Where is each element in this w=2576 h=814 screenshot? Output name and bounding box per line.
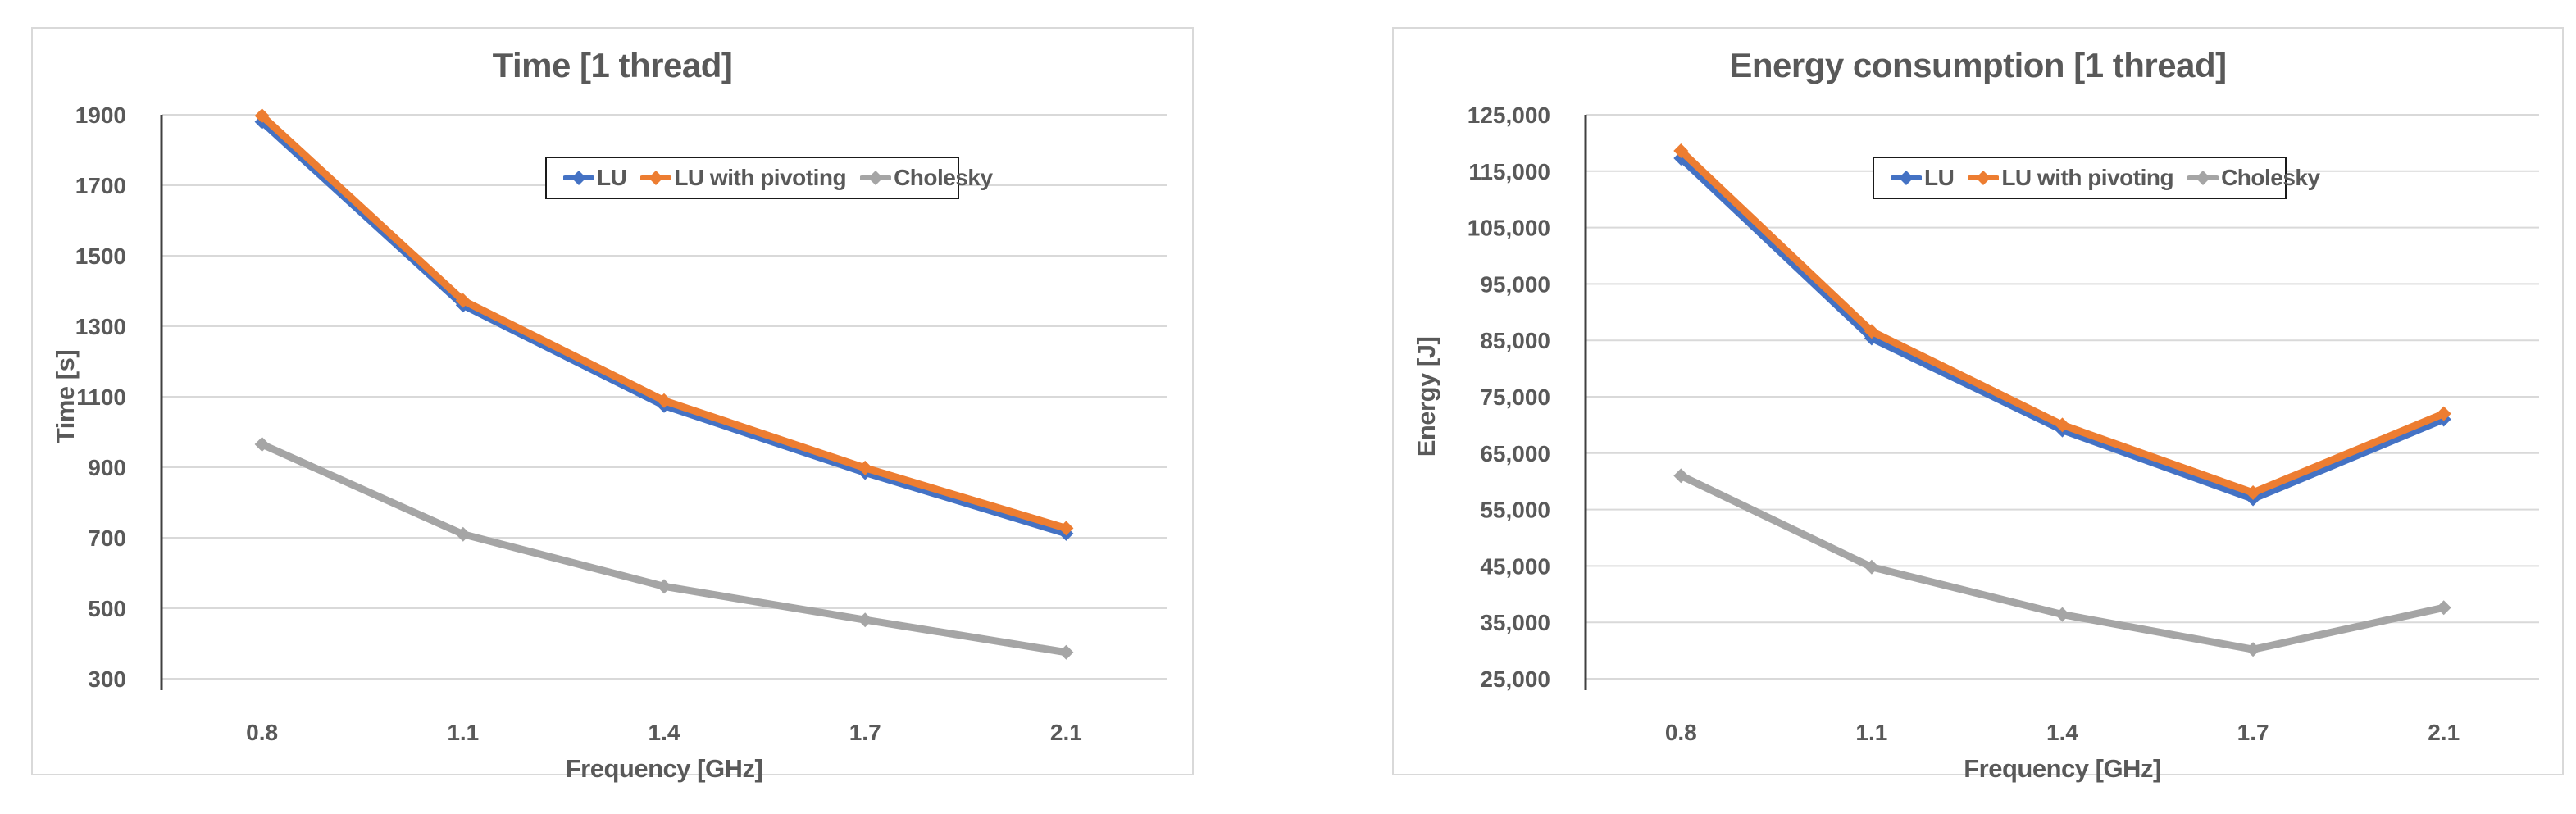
time-chart-panel: 300 500 700 900 1100 1300 1500 1700 1900 0.8 1.1 1.… bbox=[31, 27, 1194, 783]
series-marker bbox=[858, 460, 873, 475]
y-tick-label: 55,000 bbox=[1480, 498, 1550, 523]
y-tick-label: 125,000 bbox=[1468, 102, 1550, 128]
y-tick-label: 700 bbox=[88, 525, 126, 551]
x-tick-label: 1.7 bbox=[2237, 720, 2269, 745]
y-tick-label: 500 bbox=[88, 596, 126, 621]
cholesky-line-marker-icon bbox=[860, 171, 892, 185]
x-tick-label: 1.1 bbox=[447, 720, 479, 745]
legend-item-cholesky: Cholesky bbox=[860, 165, 993, 191]
x-axis-title: Frequency [GHz] bbox=[1964, 754, 2161, 783]
series-marker bbox=[1864, 559, 1879, 575]
x-tick-label: 1.7 bbox=[849, 720, 881, 745]
series-line-lu bbox=[1677, 154, 2448, 503]
series-marker bbox=[2246, 642, 2261, 657]
lu-line-marker-icon bbox=[1891, 171, 1922, 185]
chart-title: Time [1 thread] bbox=[492, 46, 733, 84]
y-tick-label: 1900 bbox=[75, 102, 126, 128]
y-tick-label: 75,000 bbox=[1480, 384, 1550, 410]
series-marker bbox=[254, 437, 270, 452]
energy-chart-panel: 25,000 35,000 45,000 55,000 65,000 75,000 85,0… bbox=[1392, 27, 2564, 783]
y-tick-label: 1500 bbox=[75, 243, 126, 269]
x-axis-title: Frequency [GHz] bbox=[565, 754, 763, 783]
y-tick-label: 105,000 bbox=[1468, 216, 1550, 241]
series-marker bbox=[2246, 484, 2261, 500]
legend-item-lu-with-pivoting: LU with pivoting bbox=[640, 165, 847, 191]
y-tick-label: 900 bbox=[88, 455, 126, 480]
legend-label: LU with pivoting bbox=[2001, 165, 2174, 190]
y-tick-label: 35,000 bbox=[1480, 610, 1550, 635]
y-tick-label: 1100 bbox=[76, 384, 126, 410]
y-tick-label: 95,000 bbox=[1480, 271, 1550, 297]
chart-title: Energy consumption [1 thread] bbox=[1729, 46, 2227, 84]
series-line-cholesky bbox=[1677, 471, 2448, 653]
legend-diamond bbox=[2196, 171, 2211, 185]
legend-item-cholesky: Cholesky bbox=[2187, 165, 2320, 191]
series-marker bbox=[2436, 600, 2451, 616]
series-marker bbox=[1673, 143, 1689, 159]
legend-label: LU with pivoting bbox=[674, 165, 847, 190]
legend-label: LU bbox=[1924, 165, 1955, 190]
series-line-cholesky bbox=[258, 440, 1070, 657]
x-tick-label: 2.1 bbox=[1050, 720, 1082, 745]
legend-diamond bbox=[1899, 171, 1914, 185]
y-tick-label: 65,000 bbox=[1480, 441, 1550, 466]
y-axis-title: Energy [J] bbox=[1412, 336, 1440, 457]
legend-diamond bbox=[571, 171, 586, 185]
legend-item-lu: LU bbox=[563, 165, 627, 191]
y-tick-label: 1700 bbox=[75, 173, 126, 198]
legend-label: Cholesky bbox=[894, 165, 993, 190]
cholesky-line-marker-icon bbox=[2187, 171, 2219, 185]
series-marker bbox=[254, 108, 270, 124]
series-marker bbox=[1058, 521, 1074, 536]
series-marker bbox=[858, 612, 873, 628]
lu-pivoting-line-marker-icon bbox=[640, 171, 672, 185]
series-marker bbox=[657, 393, 671, 408]
series-marker bbox=[455, 526, 471, 542]
y-tick-label: 115,000 bbox=[1468, 159, 1550, 184]
y-tick-label: 25,000 bbox=[1480, 666, 1550, 692]
legend-label: LU bbox=[597, 165, 627, 190]
legend-item-lu-with-pivoting: LU with pivoting bbox=[1968, 165, 2174, 191]
x-tick-label: 2.1 bbox=[2428, 720, 2460, 745]
legend-diamond bbox=[649, 171, 664, 185]
y-tick-label: 1300 bbox=[75, 314, 126, 339]
x-tick-label: 1.4 bbox=[649, 720, 680, 745]
series-marker bbox=[2055, 607, 2070, 622]
series-line-lu-with-pivoting bbox=[1677, 147, 2448, 497]
x-tick-label: 0.8 bbox=[246, 720, 278, 745]
energy-chart-plot: 25,000 35,000 45,000 55,000 65,000 75,000 85,0… bbox=[1468, 102, 2539, 745]
y-tick-label: 85,000 bbox=[1480, 328, 1550, 353]
legend-item-lu: LU bbox=[1891, 165, 1955, 191]
legend-diamond bbox=[1976, 171, 1991, 185]
series-marker bbox=[657, 579, 671, 594]
x-tick-label: 0.8 bbox=[1665, 720, 1697, 745]
series-marker bbox=[1673, 468, 1689, 484]
y-axis-title: Time [s] bbox=[51, 349, 80, 444]
lu-line-marker-icon bbox=[563, 171, 594, 185]
legend-diamond bbox=[868, 171, 884, 185]
legend-label: Cholesky bbox=[2221, 165, 2320, 190]
legend: LU LU with pivoting Cholesky bbox=[1873, 157, 2320, 199]
series-marker bbox=[1058, 644, 1074, 660]
x-tick-label: 1.1 bbox=[1855, 720, 1887, 745]
x-tick-label: 1.4 bbox=[2046, 720, 2078, 745]
legend: LU LU with pivoting Cholesky bbox=[545, 157, 993, 199]
y-tick-label: 45,000 bbox=[1480, 553, 1550, 579]
y-tick-label: 300 bbox=[88, 666, 126, 692]
series-marker bbox=[1864, 324, 1879, 339]
time-chart-plot: 300 500 700 900 1100 1300 1500 1700 1900 0.8 1.1 1.… bbox=[75, 102, 1167, 745]
series-marker bbox=[2055, 417, 2070, 433]
series-marker bbox=[2436, 406, 2451, 421]
lu-pivoting-line-marker-icon bbox=[1968, 171, 2000, 185]
series-marker bbox=[455, 293, 471, 308]
